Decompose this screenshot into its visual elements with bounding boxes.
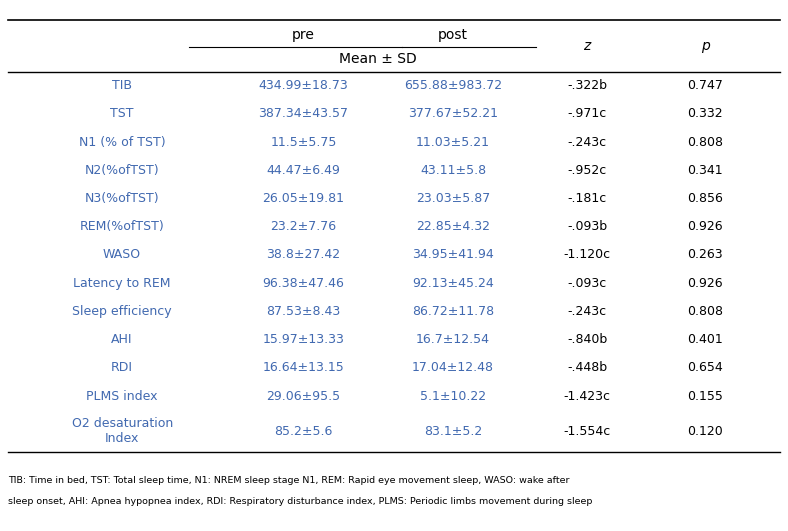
Text: TIB: TIB (112, 79, 132, 92)
Text: 11.5±5.75: 11.5±5.75 (270, 136, 336, 149)
Text: 0.654: 0.654 (687, 361, 723, 374)
Text: 96.38±47.46: 96.38±47.46 (262, 277, 344, 290)
Text: 0.808: 0.808 (687, 136, 723, 149)
Text: 0.341: 0.341 (687, 164, 723, 177)
Text: PLMS index: PLMS index (87, 390, 158, 402)
Text: TST: TST (110, 107, 134, 121)
Text: 22.85±4.32: 22.85±4.32 (416, 220, 490, 233)
Text: 16.64±13.15: 16.64±13.15 (262, 361, 344, 374)
Text: pre: pre (292, 28, 315, 41)
Text: -.322b: -.322b (567, 79, 607, 92)
Text: 0.856: 0.856 (687, 192, 723, 205)
Text: 87.53±8.43: 87.53±8.43 (266, 305, 340, 318)
Text: N3(%ofTST): N3(%ofTST) (85, 192, 159, 205)
Text: 0.155: 0.155 (687, 390, 723, 402)
Text: -1.120c: -1.120c (563, 249, 611, 261)
Text: -.971c: -.971c (567, 107, 607, 121)
Text: 0.926: 0.926 (687, 277, 723, 290)
Text: z: z (583, 39, 591, 53)
Text: 83.1±5.2: 83.1±5.2 (424, 425, 482, 438)
Text: -.840b: -.840b (567, 333, 608, 346)
Text: 16.7±12.54: 16.7±12.54 (416, 333, 490, 346)
Text: 655.88±983.72: 655.88±983.72 (404, 79, 502, 92)
Text: 5.1±10.22: 5.1±10.22 (420, 390, 486, 402)
Text: -1.423c: -1.423c (563, 390, 611, 402)
Text: 434.99±18.73: 434.99±18.73 (258, 79, 348, 92)
Text: 0.747: 0.747 (687, 79, 723, 92)
Text: 0.401: 0.401 (687, 333, 723, 346)
Text: 11.03±5.21: 11.03±5.21 (416, 136, 490, 149)
Text: Mean ± SD: Mean ± SD (340, 53, 417, 66)
Text: post: post (438, 28, 468, 41)
Text: 0.332: 0.332 (687, 107, 723, 121)
Text: 44.47±6.49: 44.47±6.49 (266, 164, 340, 177)
Text: TIB: Time in bed, TST: Total sleep time, N1: NREM sleep stage N1, REM: Rapid eye: TIB: Time in bed, TST: Total sleep time,… (8, 476, 570, 485)
Text: 92.13±45.24: 92.13±45.24 (412, 277, 494, 290)
Text: 377.67±52.21: 377.67±52.21 (408, 107, 498, 121)
Text: 0.926: 0.926 (687, 220, 723, 233)
Text: -.448b: -.448b (567, 361, 607, 374)
Text: N2(%ofTST): N2(%ofTST) (85, 164, 159, 177)
Text: 387.34±43.57: 387.34±43.57 (258, 107, 348, 121)
Text: 23.2±7.76: 23.2±7.76 (270, 220, 336, 233)
Text: 0.120: 0.120 (687, 425, 723, 438)
Text: -.243c: -.243c (567, 136, 607, 149)
Text: Sleep efficiency: Sleep efficiency (72, 305, 172, 318)
Text: -.952c: -.952c (567, 164, 607, 177)
Text: 15.97±13.33: 15.97±13.33 (262, 333, 344, 346)
Text: Latency to REM: Latency to REM (73, 277, 171, 290)
Text: -.181c: -.181c (567, 192, 607, 205)
Text: 29.06±95.5: 29.06±95.5 (266, 390, 340, 402)
Text: RDI: RDI (111, 361, 133, 374)
Text: 43.11±5.8: 43.11±5.8 (420, 164, 486, 177)
Text: WASO: WASO (103, 249, 141, 261)
Text: -.093c: -.093c (567, 277, 607, 290)
Text: 23.03±5.87: 23.03±5.87 (416, 192, 490, 205)
Text: 17.04±12.48: 17.04±12.48 (412, 361, 494, 374)
Text: 26.05±19.81: 26.05±19.81 (262, 192, 344, 205)
Text: p: p (701, 39, 710, 53)
Text: O2 desaturation
Index: O2 desaturation Index (72, 417, 173, 446)
Text: -1.554c: -1.554c (563, 425, 611, 438)
Text: 0.263: 0.263 (687, 249, 723, 261)
Text: N1 (% of TST): N1 (% of TST) (79, 136, 165, 149)
Text: 0.808: 0.808 (687, 305, 723, 318)
Text: 38.8±27.42: 38.8±27.42 (266, 249, 340, 261)
Text: REM(%ofTST): REM(%ofTST) (80, 220, 165, 233)
Text: AHI: AHI (111, 333, 133, 346)
Text: -.093b: -.093b (567, 220, 607, 233)
Text: 85.2±5.6: 85.2±5.6 (274, 425, 333, 438)
Text: -.243c: -.243c (567, 305, 607, 318)
Text: sleep onset, AHI: Apnea hypopnea index, RDI: Respiratory disturbance index, PLMS: sleep onset, AHI: Apnea hypopnea index, … (8, 498, 593, 506)
Text: 86.72±11.78: 86.72±11.78 (412, 305, 494, 318)
Text: 34.95±41.94: 34.95±41.94 (412, 249, 494, 261)
